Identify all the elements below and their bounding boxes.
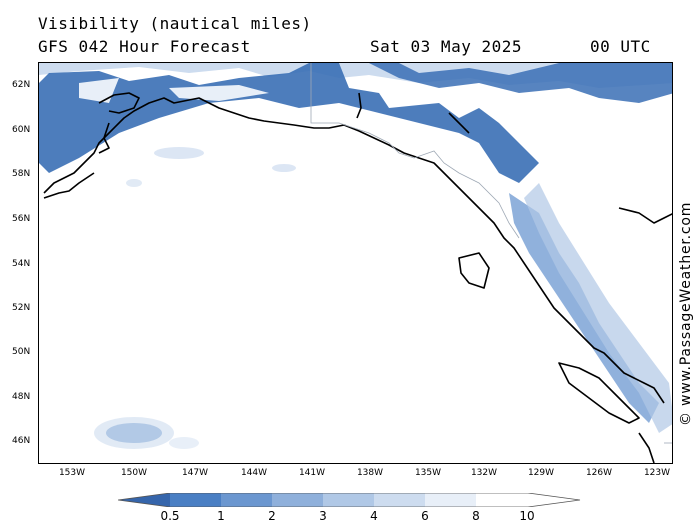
legend-colorbar: [118, 493, 581, 507]
lon-label: 144W: [240, 468, 268, 478]
lon-label: 129W: [527, 468, 555, 478]
lat-label: 50N: [12, 347, 31, 357]
lat-label: 56N: [12, 214, 31, 224]
legend-label: 6: [421, 509, 429, 523]
legend-swatch: [374, 493, 425, 507]
legend-swatch: [272, 493, 323, 507]
forecast-time: 00 UTC: [590, 37, 651, 56]
map-area: [38, 62, 673, 464]
lon-label: 138W: [356, 468, 384, 478]
coastline: [43, 92, 672, 463]
legend-swatch: [221, 493, 272, 507]
legend-swatch: [170, 493, 221, 507]
lon-label: 132W: [470, 468, 498, 478]
lat-label: 48N: [12, 392, 31, 402]
lon-label: 141W: [298, 468, 326, 478]
lon-label: 123W: [643, 468, 671, 478]
legend-swatch: [118, 493, 170, 507]
lat-label: 46N: [12, 436, 31, 446]
legend-label: 4: [370, 509, 378, 523]
legend-label: 10: [519, 509, 535, 523]
lat-label: 58N: [12, 169, 31, 179]
lat-label: 52N: [12, 303, 31, 313]
lat-label: 54N: [12, 259, 31, 269]
map-title: Visibility (nautical miles): [38, 14, 312, 33]
credit-watermark: © www.PassageWeather.com: [678, 201, 694, 426]
borders: [310, 63, 672, 444]
legend-swatch: [527, 493, 580, 507]
lon-label: 135W: [414, 468, 442, 478]
lon-label: 126W: [585, 468, 613, 478]
visibility-map: [39, 63, 672, 463]
lon-label: 150W: [120, 468, 148, 478]
lon-label: 153W: [58, 468, 86, 478]
legend-label: 1: [217, 509, 225, 523]
legend-label: 3: [319, 509, 327, 523]
legend-label: 8: [472, 509, 480, 523]
lat-label: 60N: [12, 125, 31, 135]
forecast-subtitle: GFS 042 Hour Forecast: [38, 37, 251, 56]
lat-label: 62N: [12, 80, 31, 90]
lon-label: 147W: [181, 468, 209, 478]
visibility-shading: [39, 63, 672, 449]
forecast-date: Sat 03 May 2025: [370, 37, 522, 56]
legend-label: 2: [268, 509, 276, 523]
legend-swatch: [425, 493, 476, 507]
legend-swatch: [476, 493, 527, 507]
legend-swatch: [323, 493, 374, 507]
legend-label: 0.5: [160, 509, 180, 523]
